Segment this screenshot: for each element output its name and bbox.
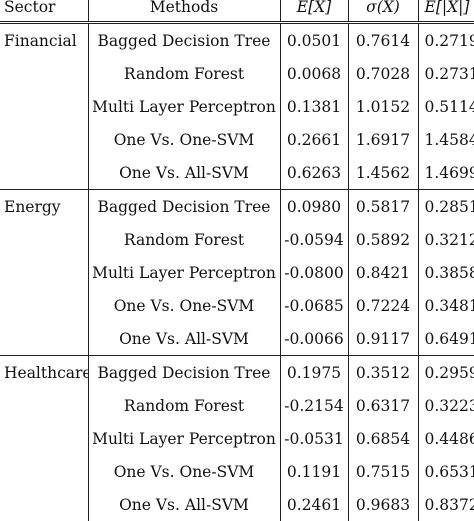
abs-expectation-cell: 0.6491 xyxy=(418,322,474,356)
header-expectation: E[X] xyxy=(280,0,348,23)
std-cell: 0.6317 xyxy=(348,389,418,422)
method-cell: Random Forest xyxy=(88,389,280,422)
abs-expectation-cell: 0.3223 xyxy=(418,389,474,422)
method-cell: One Vs. All-SVM xyxy=(88,488,280,521)
header-sector: Sector xyxy=(0,0,88,23)
std-cell: 0.9117 xyxy=(348,322,418,356)
method-cell: One Vs. One-SVM xyxy=(88,289,280,322)
method-cell: Multi Layer Perceptron xyxy=(88,256,280,289)
abs-expectation-cell: 0.5114 xyxy=(418,90,474,123)
expectation-cell: -0.2154 xyxy=(280,389,348,422)
abs-expectation-cell: 1.4699 xyxy=(418,156,474,190)
std-cell: 0.9683 xyxy=(348,488,418,521)
abs-expectation-cell: 0.2719 xyxy=(418,23,474,58)
abs-expectation-cell: 0.2731 xyxy=(418,57,474,90)
header-abs-expectation: E[|X|] xyxy=(418,0,474,23)
std-cell: 0.7515 xyxy=(348,455,418,488)
std-cell: 0.7614 xyxy=(348,23,418,58)
method-cell: One Vs. One-SVM xyxy=(88,123,280,156)
method-cell: Random Forest xyxy=(88,223,280,256)
abs-expectation-cell: 0.2959 xyxy=(418,356,474,390)
expectation-cell: 0.2461 xyxy=(280,488,348,521)
expectation-cell: 0.0068 xyxy=(280,57,348,90)
abs-expectation-cell: 0.2851 xyxy=(418,190,474,224)
expectation-cell: 0.1975 xyxy=(280,356,348,390)
abs-expectation-cell: 0.3212 xyxy=(418,223,474,256)
expectation-cell: 0.6263 xyxy=(280,156,348,190)
abs-expectation-cell: 1.4584 xyxy=(418,123,474,156)
std-cell: 1.6917 xyxy=(348,123,418,156)
expectation-cell: 0.0501 xyxy=(280,23,348,58)
method-cell: One Vs. One-SVM xyxy=(88,455,280,488)
method-cell: One Vs. All-SVM xyxy=(88,322,280,356)
method-cell: Random Forest xyxy=(88,57,280,90)
expectation-cell: -0.0800 xyxy=(280,256,348,289)
header-methods: Methods xyxy=(88,0,280,23)
std-cell: 0.7028 xyxy=(348,57,418,90)
method-cell: Multi Layer Perceptron xyxy=(88,422,280,455)
header-row: Sector Methods E[X] σ(X) E[|X|] xyxy=(0,0,474,23)
method-cell: Multi Layer Perceptron xyxy=(88,90,280,123)
abs-expectation-cell: 0.8372 xyxy=(418,488,474,521)
expectation-cell: -0.0531 xyxy=(280,422,348,455)
method-cell: Bagged Decision Tree xyxy=(88,23,280,58)
expectation-cell: 0.1381 xyxy=(280,90,348,123)
std-cell: 0.6854 xyxy=(348,422,418,455)
header-std: σ(X) xyxy=(348,0,418,23)
expectation-cell: 0.1191 xyxy=(280,455,348,488)
sector-cell: Financial xyxy=(0,23,88,190)
abs-expectation-cell: 0.3481 xyxy=(418,289,474,322)
expectation-cell: -0.0685 xyxy=(280,289,348,322)
method-cell: Bagged Decision Tree xyxy=(88,190,280,224)
abs-expectation-cell: 0.4486 xyxy=(418,422,474,455)
sector-cell: Healthcare xyxy=(0,356,88,521)
std-cell: 0.5892 xyxy=(348,223,418,256)
method-cell: One Vs. All-SVM xyxy=(88,156,280,190)
std-cell: 0.5817 xyxy=(348,190,418,224)
sector-cell: Energy xyxy=(0,190,88,356)
std-cell: 0.3512 xyxy=(348,356,418,390)
std-cell: 1.0152 xyxy=(348,90,418,123)
std-cell: 1.4562 xyxy=(348,156,418,190)
expectation-cell: 0.2661 xyxy=(280,123,348,156)
expectation-cell: 0.0980 xyxy=(280,190,348,224)
method-cell: Bagged Decision Tree xyxy=(88,356,280,390)
std-cell: 0.8421 xyxy=(348,256,418,289)
expectation-cell: -0.0594 xyxy=(280,223,348,256)
expectation-cell: -0.0066 xyxy=(280,322,348,356)
abs-expectation-cell: 0.3858 xyxy=(418,256,474,289)
abs-expectation-cell: 0.6531 xyxy=(418,455,474,488)
std-cell: 0.7224 xyxy=(348,289,418,322)
table-header: Sector Methods E[X] σ(X) E[|X|] xyxy=(0,0,474,23)
